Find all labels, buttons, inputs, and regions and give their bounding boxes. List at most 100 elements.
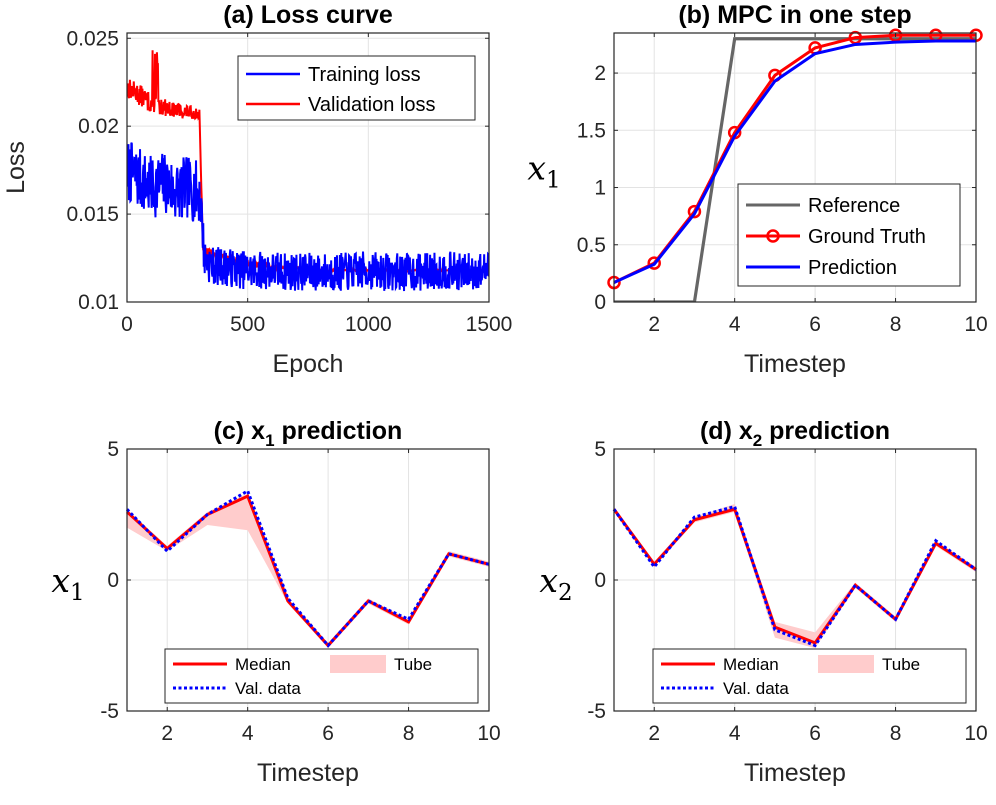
x-tick-label: 4 <box>729 313 741 336</box>
x-tick-label: 10 <box>964 313 987 336</box>
y-tick-label: 1 <box>594 177 606 200</box>
y-tick-label: 0 <box>107 569 119 592</box>
tube-band <box>614 504 976 649</box>
y-tick-label: 5 <box>107 438 119 461</box>
y-tick-label: 0.01 <box>78 291 119 314</box>
panel-d: 2 4 6 8 10-505(d) x2 predictionTimestepx2Med… <box>539 417 987 787</box>
legend-label-val-data: Val. data <box>723 679 789 698</box>
x-tick-label: 8 <box>890 313 902 336</box>
y-axis-label-base: x <box>51 561 70 600</box>
title-text: (c) x <box>214 417 266 445</box>
y-axis-label-subscript: 1 <box>70 580 85 606</box>
y-tick-label: 0.5 <box>577 234 606 257</box>
x-axis-label: Epoch <box>273 350 344 378</box>
chart-title: (a) Loss curve <box>223 1 393 29</box>
y-tick-label: -5 <box>587 700 606 723</box>
x-tick-label: 8 <box>890 722 902 745</box>
axes-box <box>613 32 977 303</box>
x-tick-label: 500 <box>230 313 265 336</box>
axes-frame-a: 0 500 1000 1500 0.01 0.015 0.02 0.025 (a) Loss c… <box>2 1 512 378</box>
x-tick-label: 10 <box>477 722 500 745</box>
legend: Median Tube Val. data <box>652 648 967 704</box>
panel-a: 0 500 1000 1500 0.01 0.015 0.02 0.025 (a) Loss c… <box>2 1 512 378</box>
panel-c: 2 4 6 8 10-505(c) x1 predictionTimestepx1Med… <box>51 417 500 787</box>
x-tick-label: 6 <box>809 722 821 745</box>
legend-label: Prediction <box>808 257 897 279</box>
y-tick-label: 0.015 <box>66 203 119 226</box>
val-data-line <box>612 504 977 648</box>
x-axis-label: Timestep <box>744 759 846 787</box>
y-tick-label: 2 <box>594 62 606 85</box>
legend: Reference Ground Truth Prediction <box>737 183 961 287</box>
series-line-training-loss <box>127 142 489 292</box>
ground-truth-marker <box>687 204 702 219</box>
title-subscript: 2 <box>753 431 762 450</box>
legend-box <box>652 648 967 704</box>
title-subscript: 1 <box>265 431 274 450</box>
legend-swatch-tube <box>818 655 874 673</box>
y-axis-label: x2 <box>539 561 572 606</box>
x-tick-label: 8 <box>403 722 415 745</box>
legend-label: Reference <box>808 195 900 217</box>
legend-label: Training loss <box>308 64 421 86</box>
x-tick-label: 1500 <box>466 313 513 336</box>
x-tick-label: 2 <box>161 722 173 745</box>
y-tick-label: 0.02 <box>78 115 119 138</box>
x-tick-label: 10 <box>964 722 987 745</box>
plot-area-a <box>127 50 489 292</box>
legend-box <box>164 648 479 704</box>
y-axis-label-subscript: 2 <box>558 580 573 606</box>
chart-title: (d) x2 prediction <box>700 417 890 450</box>
x-tick-label: 6 <box>322 722 334 745</box>
y-tick-label: 0 <box>594 291 606 314</box>
plot-area-d <box>612 504 977 649</box>
panel-b: 2 4 6 8 10 0 0.5 1 1.5 2 (b) MPC in one step Timest… <box>527 1 987 378</box>
legend-label-tube: Tube <box>394 655 432 674</box>
series-line-prediction <box>613 39 976 284</box>
y-axis-label: Loss <box>2 141 30 194</box>
val-data-line <box>125 488 490 648</box>
legend-label-median: Median <box>723 655 779 674</box>
x-axis-label: Timestep <box>744 350 846 378</box>
y-axis-label-base: x <box>539 561 558 600</box>
y-tick-label: 5 <box>594 438 606 461</box>
title-text-rest: prediction <box>762 417 890 445</box>
ground-truth-marker <box>647 256 661 270</box>
legend-label-median: Median <box>235 655 291 674</box>
y-tick-label: 0 <box>594 569 606 592</box>
legend-marker <box>766 229 780 243</box>
x-tick-label: 0 <box>121 313 133 336</box>
x-tick-label: 6 <box>809 313 821 336</box>
series-line-reference <box>614 37 976 302</box>
y-tick-label: 1.5 <box>577 119 606 142</box>
legend: Training loss Validation loss <box>237 55 476 121</box>
x-tick-label: 4 <box>729 722 741 745</box>
x-tick-label: 1000 <box>345 313 392 336</box>
y-tick-label: -5 <box>100 700 119 723</box>
axes-frame-c: 2 4 6 8 10-505(c) x1 predictionTimestepx1Med… <box>51 417 500 787</box>
chart-title: (c) x1 prediction <box>214 417 403 450</box>
title-text: (d) x <box>700 417 753 445</box>
x-tick-label: 2 <box>648 313 660 336</box>
y-axis-label-subscript: 1 <box>546 168 561 194</box>
legend: Median Tube Val. data <box>164 648 479 704</box>
legend-label: Ground Truth <box>808 226 926 248</box>
legend-label: Validation loss <box>308 94 435 116</box>
title-text-rest: prediction <box>275 417 403 445</box>
x-axis-label: Timestep <box>257 759 359 787</box>
median-line <box>612 507 977 645</box>
legend-label-tube: Tube <box>882 655 920 674</box>
axes-box <box>126 32 490 303</box>
plot-area-c <box>125 488 490 649</box>
plot-area-b <box>607 28 983 302</box>
legend-swatch-tube <box>330 655 386 673</box>
legend-label-val-data: Val. data <box>235 679 301 698</box>
x-tick-label: 4 <box>242 722 254 745</box>
axes-frame-b: 2 4 6 8 10 0 0.5 1 1.5 2 (b) MPC in one step Timest… <box>527 1 987 378</box>
median-line <box>125 494 490 648</box>
y-axis-label: x1 <box>527 149 560 194</box>
y-tick-label: 0.025 <box>66 27 119 50</box>
chart-title: (b) MPC in one step <box>678 1 911 29</box>
y-axis-label-base: x <box>527 149 546 188</box>
